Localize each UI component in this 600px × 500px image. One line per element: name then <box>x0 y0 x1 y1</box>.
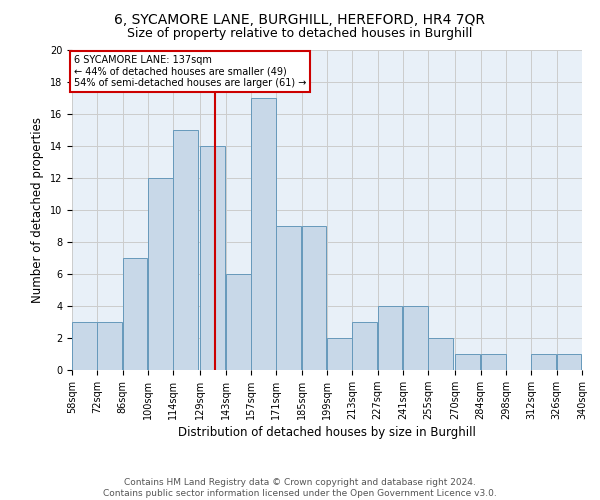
Bar <box>377 306 403 370</box>
Bar <box>455 354 480 370</box>
Y-axis label: Number of detached properties: Number of detached properties <box>31 117 44 303</box>
X-axis label: Distribution of detached houses by size in Burghill: Distribution of detached houses by size … <box>178 426 476 439</box>
Bar <box>122 258 148 370</box>
Bar <box>481 354 505 370</box>
Bar <box>557 354 581 370</box>
Bar <box>200 146 225 370</box>
Bar <box>302 226 326 370</box>
Bar <box>352 322 377 370</box>
Bar <box>226 274 251 370</box>
Bar <box>97 322 122 370</box>
Bar <box>148 178 173 370</box>
Bar <box>277 226 301 370</box>
Text: 6 SYCAMORE LANE: 137sqm
← 44% of detached houses are smaller (49)
54% of semi-de: 6 SYCAMORE LANE: 137sqm ← 44% of detache… <box>74 55 306 88</box>
Text: 6, SYCAMORE LANE, BURGHILL, HEREFORD, HR4 7QR: 6, SYCAMORE LANE, BURGHILL, HEREFORD, HR… <box>115 12 485 26</box>
Bar <box>173 130 198 370</box>
Bar <box>72 322 97 370</box>
Text: Contains HM Land Registry data © Crown copyright and database right 2024.
Contai: Contains HM Land Registry data © Crown c… <box>103 478 497 498</box>
Bar <box>251 98 276 370</box>
Bar <box>428 338 453 370</box>
Bar <box>532 354 556 370</box>
Bar <box>403 306 428 370</box>
Bar <box>327 338 352 370</box>
Text: Size of property relative to detached houses in Burghill: Size of property relative to detached ho… <box>127 28 473 40</box>
